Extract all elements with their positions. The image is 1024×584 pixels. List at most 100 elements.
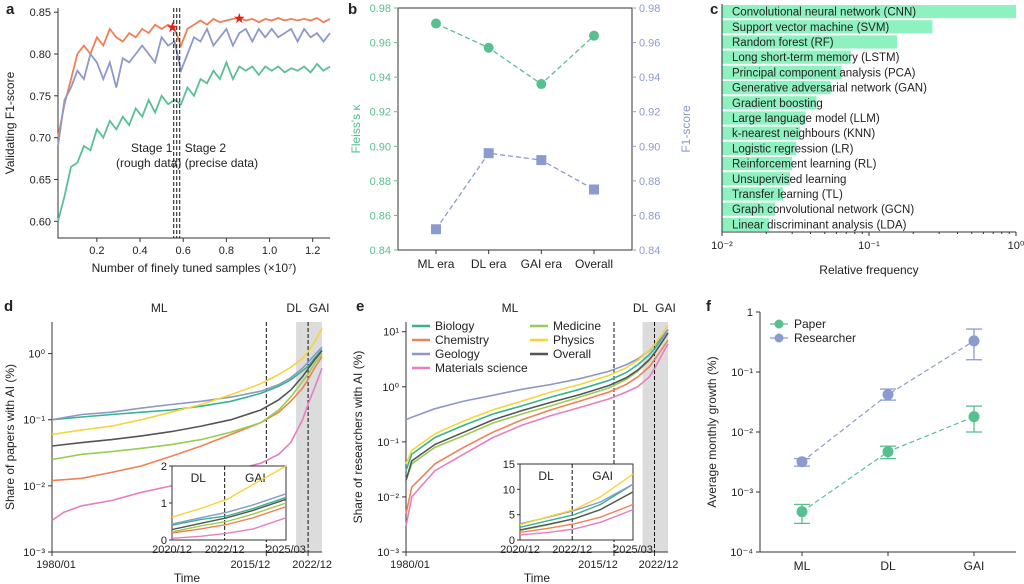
y-tick-label: 10⁻⁴ bbox=[730, 547, 753, 559]
series-line bbox=[801, 416, 975, 513]
panel-label-e: e bbox=[356, 298, 364, 315]
series-line-biology bbox=[405, 328, 669, 471]
era-label-gai: GAI bbox=[655, 301, 676, 315]
x-axis-label: Relative frequency bbox=[819, 263, 918, 277]
y-tick-label: 10⁻² bbox=[23, 481, 45, 493]
x-tick-label: 1.0 bbox=[262, 245, 277, 257]
legend-label: Materials science bbox=[435, 361, 528, 375]
x-tick-label: 2022/12 bbox=[292, 559, 332, 571]
panel-d: d 10⁻³ 10⁻² 10⁻¹ 10⁰ 1980/01 2015/12 2022/12 Tim… bbox=[3, 298, 332, 584]
inset-series-line bbox=[171, 465, 287, 518]
y-tick-label-left: 0.94 bbox=[370, 72, 391, 84]
series-line-physics bbox=[51, 328, 323, 436]
panel-label-d: d bbox=[4, 298, 13, 315]
series-line-orange bbox=[57, 16, 331, 138]
y-tick-label: 0.75 bbox=[30, 91, 51, 103]
inset-era-label-dl: DL bbox=[538, 469, 554, 483]
data-point-square bbox=[536, 155, 547, 166]
data-point bbox=[968, 335, 980, 347]
y-tick-label-right: 0.88 bbox=[639, 176, 660, 188]
inset-y-tick-label: 15 bbox=[503, 459, 515, 471]
inset-series-line bbox=[519, 483, 634, 528]
x-tick-label: 0.6 bbox=[176, 245, 191, 257]
y-tick-label-right: 0.84 bbox=[639, 245, 660, 257]
inset-y-tick-label: 2 bbox=[161, 461, 167, 473]
bar bbox=[722, 5, 1016, 19]
y-tick-label-right: 0.86 bbox=[639, 210, 660, 222]
bar bbox=[722, 20, 933, 34]
bar-category-label: Convolutional neural network (CNN) bbox=[732, 7, 916, 19]
y-tick-label-right: 0.96 bbox=[639, 38, 660, 50]
bar bbox=[722, 65, 842, 79]
series-line-materials-science bbox=[405, 343, 669, 526]
inset-series-line bbox=[171, 496, 287, 526]
inset-series-line bbox=[519, 491, 634, 531]
x-tick-label: 0.4 bbox=[132, 245, 147, 257]
y-tick-label-left: 0.88 bbox=[370, 176, 391, 188]
y-tick-label-left: 0.98 bbox=[370, 3, 391, 15]
inset-era-label-dl: DL bbox=[191, 471, 207, 485]
bar-category-label: k-nearest neighbours (KNN) bbox=[732, 128, 875, 140]
series-line-chemistry bbox=[51, 356, 323, 482]
x-axis-label: Time bbox=[524, 571, 551, 584]
y-tick-label: 10⁻³ bbox=[377, 547, 399, 559]
inset-series-line bbox=[171, 506, 287, 534]
x-tick-label: GAI bbox=[964, 559, 985, 573]
x-tick-label: 0.8 bbox=[219, 245, 234, 257]
inset-x-tick-label: 2020/12 bbox=[152, 544, 192, 556]
inset-x-tick-label: 2020/12 bbox=[500, 544, 540, 556]
bar-category-label: Graph convolutional network (GCN) bbox=[732, 204, 914, 216]
data-point-square bbox=[431, 224, 441, 235]
x-tick-label: 2022/12 bbox=[639, 559, 679, 571]
y-tick-label: 10⁰ bbox=[382, 382, 399, 394]
inset-series-line bbox=[171, 498, 287, 531]
annotation-stage2-sub: (precise data) bbox=[185, 156, 258, 170]
y-tick-label: 10⁻² bbox=[731, 427, 753, 439]
x-tick-label: 10⁻² bbox=[711, 240, 733, 252]
y-tick-label-right: 0.92 bbox=[639, 107, 660, 119]
gai-era-shading bbox=[642, 322, 668, 552]
inset-x-tick-label: 2025/03 bbox=[613, 544, 653, 556]
y-tick-label: 0.80 bbox=[30, 49, 51, 61]
era-label-dl: DL bbox=[286, 301, 302, 315]
x-axis-label: Time bbox=[174, 571, 201, 584]
x-tick-label: DL era bbox=[471, 257, 507, 271]
bar-category-label: Gradient boosting bbox=[732, 98, 823, 110]
legend-label: Physics bbox=[553, 333, 594, 347]
y-tick-label: 10⁻³ bbox=[731, 487, 753, 499]
inset-series-line bbox=[519, 503, 634, 534]
inset-series-line bbox=[171, 493, 287, 525]
bar bbox=[722, 172, 790, 186]
inset-y-tick-label: 0 bbox=[509, 535, 515, 547]
inset-y-tick-label: 1 bbox=[161, 498, 167, 510]
series-line-overall bbox=[405, 332, 669, 481]
data-point bbox=[882, 389, 894, 401]
best-score-star-icon: ★ bbox=[233, 10, 246, 26]
y-tick-label-left: 0.92 bbox=[370, 107, 391, 119]
bar-category-label: Transfer learning (TL) bbox=[732, 189, 843, 201]
bar-category-label: Principal component analysis (PCA) bbox=[732, 67, 916, 79]
y-axis-label: Share of papers with AI (%) bbox=[3, 364, 17, 510]
inset-era-label-gai: GAI bbox=[592, 469, 613, 483]
y-tick-label: 0.60 bbox=[30, 216, 51, 228]
bar-category-label: Linear discriminant analysis (LDA) bbox=[732, 219, 907, 231]
y-axis-label-right: F1-score bbox=[679, 105, 693, 153]
panel-label-c: c bbox=[710, 1, 718, 18]
bar-category-label: Unsupervised learning bbox=[732, 174, 846, 186]
annotation-stage2: Stage 2 bbox=[185, 141, 227, 155]
annotation-stage1: Stage 1 bbox=[131, 141, 173, 155]
bar-category-label: Support vector machine (SVM) bbox=[732, 22, 889, 34]
x-tick-label: ML bbox=[794, 559, 811, 573]
panel-a: a 0.60 0.65 0.70 0.75 0.80 0.85 0.2 0.4 0.6 0.8 1.0… bbox=[3, 1, 331, 275]
legend-label: Paper bbox=[794, 317, 826, 331]
era-label-dl: DL bbox=[633, 301, 649, 315]
series-line-biology bbox=[51, 348, 323, 421]
bar bbox=[722, 217, 770, 231]
legend-swatch-marker bbox=[774, 333, 784, 343]
bar-category-label: Generative adversarial network (GAN) bbox=[732, 83, 927, 95]
bar bbox=[722, 126, 801, 140]
plot-frame bbox=[397, 7, 633, 251]
series-line-geology bbox=[51, 346, 323, 421]
bar bbox=[722, 141, 797, 155]
panel-label-f: f bbox=[706, 298, 712, 315]
